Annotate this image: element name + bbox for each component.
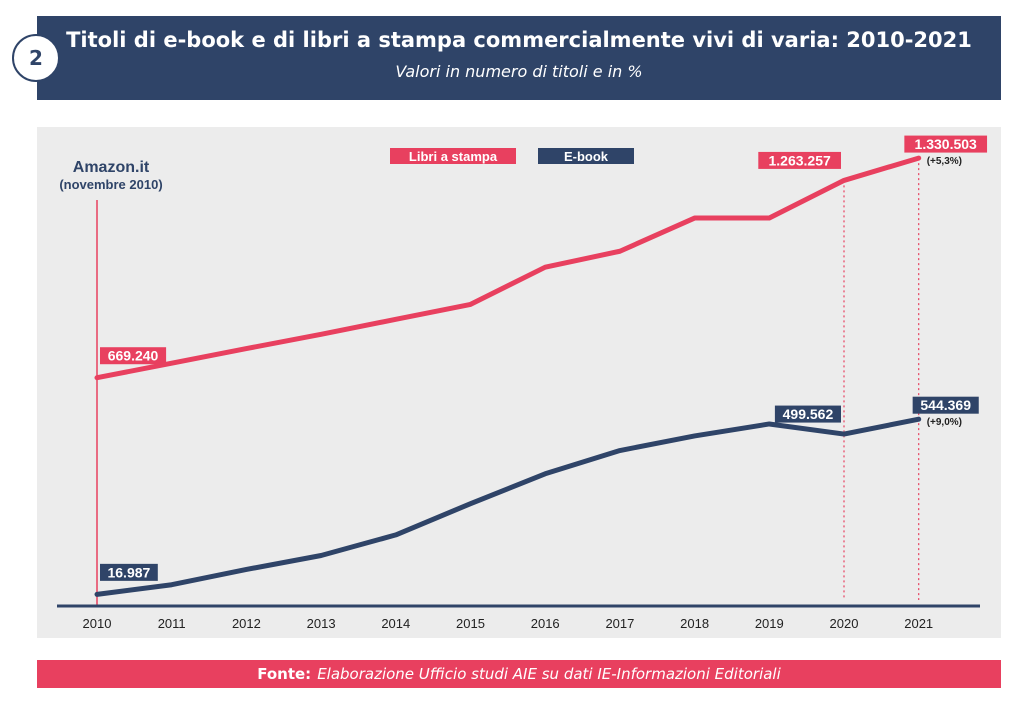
legend-label: E-book bbox=[564, 149, 609, 164]
chart-subtitle: Valori in numero di titoli e in % bbox=[395, 62, 643, 81]
legend-swatch bbox=[538, 148, 634, 164]
data-label: 499.562 bbox=[783, 406, 834, 422]
source-footer: Fonte: Elaborazione Ufficio studi AIE su… bbox=[37, 660, 1001, 688]
annotation-title: Amazon.it bbox=[73, 159, 150, 176]
legend-label: Libri a stampa bbox=[409, 149, 498, 164]
series-line-0 bbox=[94, 155, 922, 381]
annotation-subtitle: (novembre 2010) bbox=[59, 177, 162, 192]
data-label-box bbox=[904, 135, 988, 153]
data-label-box bbox=[758, 151, 841, 169]
source-label: Fonte: bbox=[257, 665, 312, 683]
x-tick-label: 2013 bbox=[307, 616, 336, 631]
x-tick-label: 2014 bbox=[381, 616, 410, 631]
data-label-box bbox=[774, 405, 841, 423]
data-label-box bbox=[100, 347, 167, 365]
chart-title: Titoli di e-book e di libri a stampa com… bbox=[66, 28, 972, 52]
x-tick-label: 2012 bbox=[232, 616, 261, 631]
x-tick-label: 2011 bbox=[158, 616, 186, 631]
data-label-box bbox=[912, 396, 979, 414]
x-tick-label: 2010 bbox=[83, 616, 112, 631]
chart-number-badge: 2 bbox=[12, 34, 60, 82]
data-label: 16.987 bbox=[107, 564, 150, 580]
x-tick-label: 2016 bbox=[531, 616, 560, 631]
legend-swatch bbox=[390, 148, 516, 164]
data-label-box bbox=[100, 563, 158, 581]
series-line-1 bbox=[94, 416, 922, 597]
header-banner bbox=[37, 16, 1001, 100]
x-tick-label: 2020 bbox=[830, 616, 859, 631]
x-tick-label: 2018 bbox=[680, 616, 709, 631]
source-text: Elaborazione Ufficio studi AIE su dati I… bbox=[317, 665, 781, 683]
x-tick-label: 2017 bbox=[605, 616, 634, 631]
x-tick-label: 2019 bbox=[755, 616, 784, 631]
data-label: 1.263.257 bbox=[769, 152, 831, 168]
growth-label: (+5,3%) bbox=[927, 156, 962, 167]
data-label: 1.330.503 bbox=[915, 136, 977, 152]
data-label: 544.369 bbox=[920, 397, 971, 413]
growth-label: (+9,0%) bbox=[927, 417, 962, 428]
data-label: 669.240 bbox=[108, 348, 159, 364]
x-tick-label: 2015 bbox=[456, 616, 485, 631]
chart-area bbox=[37, 127, 1001, 638]
x-tick-label: 2021 bbox=[904, 616, 933, 631]
